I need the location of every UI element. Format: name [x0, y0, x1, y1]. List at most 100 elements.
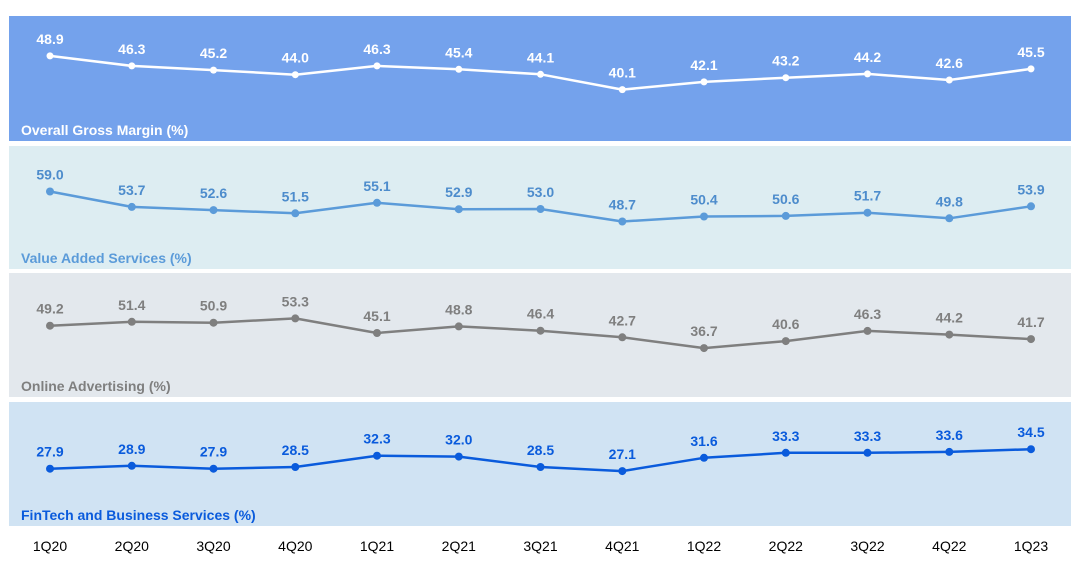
data-point [863, 208, 872, 217]
data-point [1027, 445, 1035, 454]
data-label: 50.9 [200, 298, 227, 314]
data-label: 32.0 [445, 432, 472, 448]
data-label: 45.1 [363, 308, 390, 324]
data-point [127, 317, 136, 326]
data-label: 51.7 [854, 188, 881, 204]
panel-background [9, 273, 1071, 397]
x-tick-label: 1Q21 [360, 538, 394, 554]
data-label: 46.4 [527, 306, 554, 322]
data-label: 40.6 [772, 316, 799, 332]
data-point [945, 214, 954, 223]
panel-title: Online Advertising (%) [21, 378, 171, 394]
x-tick-label: 3Q22 [850, 538, 884, 554]
data-label: 52.9 [445, 184, 472, 200]
x-tick-label: 4Q21 [605, 538, 639, 554]
data-point [863, 326, 872, 335]
data-point [864, 70, 871, 78]
data-label: 48.9 [36, 31, 63, 47]
data-point [781, 211, 790, 220]
data-label: 43.2 [772, 53, 799, 69]
data-label: 44.2 [936, 310, 963, 326]
data-label: 46.3 [854, 306, 881, 322]
data-point [454, 322, 463, 331]
x-tick-label: 3Q21 [523, 538, 557, 554]
data-point [781, 337, 790, 346]
data-label: 59.0 [36, 167, 63, 183]
data-point [46, 321, 54, 330]
data-point [455, 65, 463, 73]
data-point [863, 448, 872, 457]
data-point [945, 330, 954, 339]
data-label: 27.9 [200, 444, 227, 460]
panel-background [9, 16, 1071, 141]
x-tick-label: 1Q23 [1014, 538, 1048, 554]
data-label: 27.9 [36, 444, 63, 460]
data-point [127, 202, 136, 211]
data-point [291, 463, 300, 471]
data-point [291, 314, 300, 323]
data-label: 33.6 [936, 427, 963, 443]
data-point [945, 76, 953, 84]
data-point [454, 205, 463, 214]
data-point [536, 463, 545, 471]
data-point [700, 344, 708, 353]
data-point [46, 464, 54, 473]
data-label: 55.1 [363, 178, 390, 194]
data-label: 32.3 [363, 431, 390, 447]
data-label: 44.1 [527, 49, 554, 65]
data-label: 42.1 [690, 57, 717, 73]
data-point [537, 70, 544, 78]
data-label: 53.9 [1017, 181, 1044, 197]
data-label: 27.1 [609, 446, 636, 462]
data-point [945, 447, 954, 456]
panel-1: 48.9 46.3 45.2 44.0 46.3 45.4 44.1 40.1 42.1 43.2… [9, 16, 1071, 141]
data-point [700, 212, 708, 221]
data-label: 41.7 [1017, 314, 1044, 330]
data-label: 45.2 [200, 45, 227, 61]
data-point [373, 329, 381, 337]
data-point [1027, 202, 1035, 211]
data-label: 49.8 [936, 193, 963, 209]
data-label: 50.6 [772, 191, 799, 207]
panel-title: Value Added Services (%) [21, 250, 192, 266]
data-label: 28.5 [527, 442, 554, 458]
data-point [781, 448, 790, 457]
data-point [618, 333, 627, 342]
panel-title: FinTech and Business Services (%) [21, 507, 256, 523]
data-point [454, 452, 463, 461]
data-point [700, 453, 708, 462]
data-point [209, 464, 218, 473]
data-point [209, 318, 218, 327]
data-point [127, 461, 136, 470]
data-point [536, 326, 545, 335]
data-label: 42.7 [609, 312, 636, 328]
data-point [700, 78, 708, 86]
data-point [373, 451, 381, 460]
data-point [618, 217, 627, 226]
data-label: 53.3 [282, 293, 309, 309]
x-tick-label: 1Q20 [33, 538, 67, 554]
data-point [291, 209, 300, 218]
data-label: 52.6 [200, 185, 227, 201]
data-label: 53.0 [527, 184, 554, 200]
data-point [210, 66, 217, 74]
data-point [1027, 65, 1035, 73]
data-label: 46.3 [363, 41, 390, 57]
data-point [536, 205, 545, 213]
data-point [46, 187, 54, 196]
data-label: 44.2 [854, 49, 881, 65]
data-point [618, 86, 626, 94]
data-label: 36.7 [690, 323, 717, 339]
data-label: 44.0 [282, 50, 309, 66]
panel-4: 27.9 28.9 27.9 28.5 32.3 32.0 28.5 27.1 31.6 33.3… [9, 402, 1071, 526]
panel-3: 49.2 51.4 50.9 53.3 45.1 48.8 46.4 42.7 36.7 40.6… [9, 273, 1071, 397]
panel-2: 59.0 53.7 52.6 51.5 55.1 52.9 53.0 48.7 50.4 50.6… [9, 146, 1071, 269]
data-label: 50.4 [690, 192, 717, 208]
data-label: 28.9 [118, 441, 145, 457]
x-tick-label: 1Q22 [687, 538, 721, 554]
data-point [373, 198, 381, 207]
data-point [782, 74, 790, 82]
panel-title: Overall Gross Margin (%) [21, 122, 188, 138]
x-tick-label: 2Q21 [442, 538, 476, 554]
x-tick-label: 2Q22 [769, 538, 803, 554]
